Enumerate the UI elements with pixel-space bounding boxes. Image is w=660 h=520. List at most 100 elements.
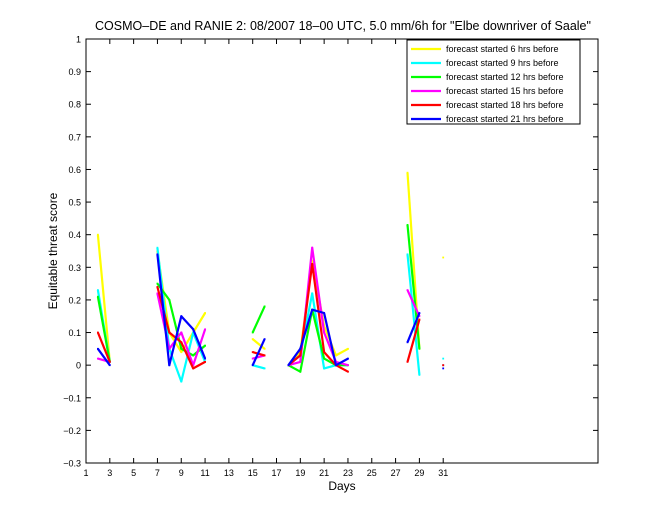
data-point xyxy=(335,364,337,367)
series-line xyxy=(251,338,266,366)
series-line xyxy=(288,246,349,367)
data-point xyxy=(442,367,445,370)
y-tick-label: 0.5 xyxy=(68,198,81,208)
data-point xyxy=(442,364,445,367)
data-point xyxy=(192,364,195,367)
series-line xyxy=(406,319,421,363)
series-line xyxy=(96,332,111,363)
data-point xyxy=(168,347,171,350)
x-tick-label: 21 xyxy=(319,468,329,478)
y-axis-label: Equitable threat score xyxy=(46,192,60,309)
data-point xyxy=(192,328,195,331)
x-tick-label: 5 xyxy=(131,468,136,478)
data-point xyxy=(204,344,206,347)
data-point xyxy=(323,331,325,334)
y-tick-label: 0.2 xyxy=(68,295,81,305)
data-point xyxy=(299,370,302,373)
data-point xyxy=(204,357,206,360)
data-point xyxy=(406,253,409,256)
series-line xyxy=(406,289,421,317)
legend-label: forecast started 21 hrs before xyxy=(446,114,564,124)
data-point xyxy=(180,341,183,344)
data-point xyxy=(251,357,254,360)
series-line xyxy=(97,348,111,366)
data-point xyxy=(311,246,314,249)
data-point xyxy=(323,351,325,353)
x-tick-label: 27 xyxy=(391,468,401,478)
series-6 xyxy=(97,253,445,370)
data-point xyxy=(418,315,421,318)
series-line xyxy=(252,364,265,370)
data-point xyxy=(156,246,159,249)
data-point xyxy=(418,347,421,350)
data-point xyxy=(180,347,183,350)
data-point xyxy=(97,295,99,298)
data-point xyxy=(97,357,99,360)
data-point xyxy=(263,338,266,340)
data-point xyxy=(406,171,409,174)
data-point xyxy=(180,315,183,318)
data-point xyxy=(97,347,99,350)
x-axis: 1 3 5 7 9 11 13 15 17 19 21 23 25 27 29 31 xyxy=(83,39,448,478)
data-point xyxy=(323,312,325,314)
data-point xyxy=(192,354,195,357)
data-point xyxy=(347,370,349,373)
data-point xyxy=(442,256,445,259)
data-point xyxy=(323,367,325,370)
y-tick-label: 0.3 xyxy=(68,263,81,273)
series-line xyxy=(287,262,349,373)
chart-title: COSMO–DE and RANIE 2: 08/2007 18–00 UTC,… xyxy=(95,19,591,33)
data-point xyxy=(347,347,349,350)
legend-label: forecast started 6 hrs before xyxy=(446,44,559,54)
data-point xyxy=(97,289,99,291)
data-point xyxy=(156,286,159,288)
data-point xyxy=(418,374,421,376)
series-line xyxy=(406,312,421,343)
data-point xyxy=(299,347,302,350)
legend: forecast started 6 hrs before forecast st… xyxy=(406,39,581,125)
data-point xyxy=(323,357,325,360)
data-point xyxy=(406,289,409,291)
data-point xyxy=(263,367,266,370)
data-point xyxy=(168,364,171,367)
data-point xyxy=(251,331,254,334)
series-line xyxy=(96,296,111,363)
data-point xyxy=(347,364,349,367)
x-tick-label: 17 xyxy=(272,468,282,478)
series-line xyxy=(96,234,111,363)
y-axis: −0.3 −0.2 −0.1 0 0.1 0.2 0.3 0.4 0.5 0.6 0.7 0.8 0.9… xyxy=(63,35,598,469)
y-tick-label: 0 xyxy=(76,361,81,371)
y-tick-label: 0.4 xyxy=(68,230,81,240)
data-point xyxy=(204,328,206,331)
y-tick-label: 1 xyxy=(76,35,81,45)
x-tick-label: 1 xyxy=(83,468,88,478)
y-tick-label: −0.1 xyxy=(63,393,81,403)
data-point xyxy=(406,361,409,363)
data-point xyxy=(156,282,159,285)
data-point xyxy=(204,361,206,363)
x-tick-label: 7 xyxy=(155,468,160,478)
legend-label: forecast started 18 hrs before xyxy=(446,100,564,110)
y-tick-label: 0.1 xyxy=(68,328,81,338)
data-point xyxy=(180,351,183,353)
data-point xyxy=(418,312,421,314)
data-point xyxy=(299,361,302,363)
y-tick-label: −0.2 xyxy=(63,426,81,436)
data-point xyxy=(406,224,409,226)
x-tick-label: 3 xyxy=(107,468,112,478)
data-point xyxy=(251,338,254,340)
data-point xyxy=(97,331,99,334)
data-point xyxy=(263,305,266,308)
legend-label: forecast started 9 hrs before xyxy=(446,58,559,68)
x-tick-label: 13 xyxy=(224,468,234,478)
data-point xyxy=(192,367,195,370)
data-point xyxy=(263,347,266,350)
x-axis-label: Days xyxy=(328,479,355,493)
data-point xyxy=(251,351,254,353)
data-point xyxy=(168,299,171,301)
data-point xyxy=(180,331,183,334)
x-tick-label: 15 xyxy=(248,468,258,478)
data-point xyxy=(311,259,314,262)
data-point xyxy=(347,357,349,360)
